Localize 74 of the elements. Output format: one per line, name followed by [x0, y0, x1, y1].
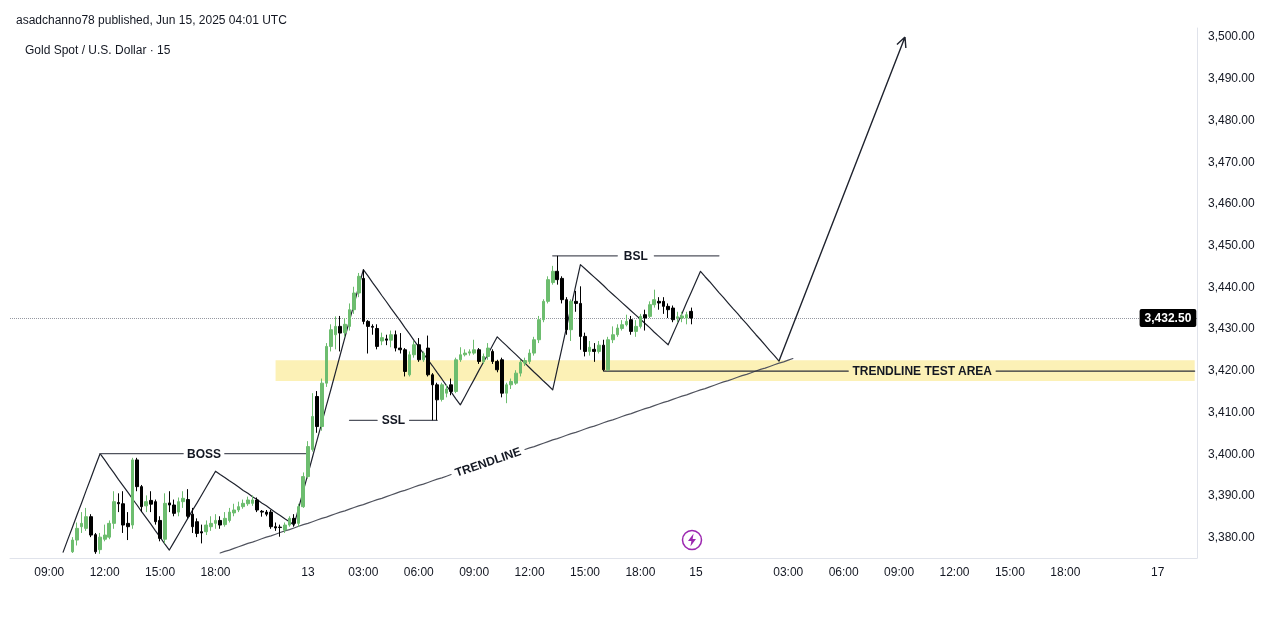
x-tick-label: 03:00 [348, 565, 379, 579]
candlestick [338, 315, 342, 352]
candlestick [218, 515, 222, 530]
y-tick-label: 3,390.00 [1208, 488, 1256, 503]
x-tick-label: 15:00 [994, 565, 1026, 579]
y-tick-label: 3,480.00 [1208, 112, 1256, 127]
x-tick-label: 12:00 [89, 565, 121, 579]
y-tick-label: 3,470.00 [1208, 154, 1256, 169]
candlestick [84, 507, 88, 532]
candlestick [260, 509, 264, 518]
candlestick [255, 496, 259, 513]
candlestick [223, 511, 227, 528]
candlestick [422, 350, 425, 363]
x-tick-label: 18:00 [625, 565, 656, 579]
candlestick [131, 457, 134, 530]
candlestick [588, 340, 591, 357]
y-tick-label: 3,450.00 [1208, 238, 1256, 253]
y-tick-label: 3,380.00 [1208, 530, 1256, 545]
x-tick-label: 09:00 [884, 565, 915, 579]
candlestick [449, 378, 453, 396]
candlestick [163, 492, 167, 544]
candlestick [592, 342, 596, 363]
x-tick-label: 12:00 [939, 565, 970, 579]
series-label: BSL [623, 248, 648, 263]
candlestick [440, 382, 444, 402]
candlestick [486, 342, 490, 361]
x-tick-label: 13 [301, 565, 315, 579]
candlestick [385, 334, 388, 346]
candlestick [657, 296, 661, 311]
candlestick [680, 311, 684, 323]
x-tick-label: 09:00 [459, 565, 490, 579]
y-tick-label: 3,500.00 [1208, 29, 1256, 44]
y-tick-label: 3,410.00 [1208, 404, 1256, 419]
candlestick [269, 509, 273, 530]
candlestick [477, 347, 481, 365]
y-tick-label: 3,490.00 [1208, 71, 1256, 86]
candlestick [389, 330, 393, 348]
x-tick-label: 15 [689, 565, 703, 579]
candlestick [375, 323, 379, 350]
chart-subtitle: asadchanno78 published, Jun 15, 2025 04:01 UTC [16, 13, 288, 27]
line-series [62, 264, 780, 553]
candlestick [380, 332, 384, 346]
series-label: SSL [381, 413, 406, 428]
candlestick [597, 340, 601, 355]
x-tick-label: 17 [1151, 565, 1165, 579]
candlestick [569, 298, 573, 342]
candlestick [144, 494, 148, 513]
x-tick-label: 06:00 [828, 565, 860, 579]
y-tick-label: 3,400.00 [1208, 446, 1256, 461]
candlestick [689, 307, 693, 325]
candlestick [629, 315, 633, 336]
x-tick-label: 12:00 [514, 565, 545, 579]
candlestick [602, 339, 605, 372]
y-tick-label: 3,420.00 [1208, 363, 1256, 378]
x-tick-label: 06:00 [403, 565, 435, 579]
y-tick-label: 3,440.00 [1208, 279, 1256, 294]
x-tick-label: 18:00 [200, 565, 231, 579]
candlestick [643, 309, 647, 332]
x-tick-label: 09:00 [34, 565, 65, 579]
candlestick [472, 339, 476, 356]
x-tick-label: 15:00 [570, 565, 601, 579]
candlestick [278, 524, 282, 538]
series-label: TRENDLINE TEST AREA [852, 364, 993, 379]
x-tick-label: 18:00 [1050, 565, 1081, 579]
x-tick-label: 15:00 [145, 565, 176, 579]
candlestick [315, 390, 319, 434]
y-tick-label: 3,430.00 [1208, 321, 1256, 336]
series-label: BOSS [186, 446, 221, 461]
candlestick [292, 513, 296, 528]
text: Gold Spot / U.S. Dollar · 15 [25, 43, 171, 57]
candlestick [417, 337, 421, 363]
y-tick-label: 3,460.00 [1208, 196, 1256, 211]
x-tick-label: 03:00 [773, 565, 804, 579]
ref-line-label: 3,432.50 [1144, 311, 1192, 326]
